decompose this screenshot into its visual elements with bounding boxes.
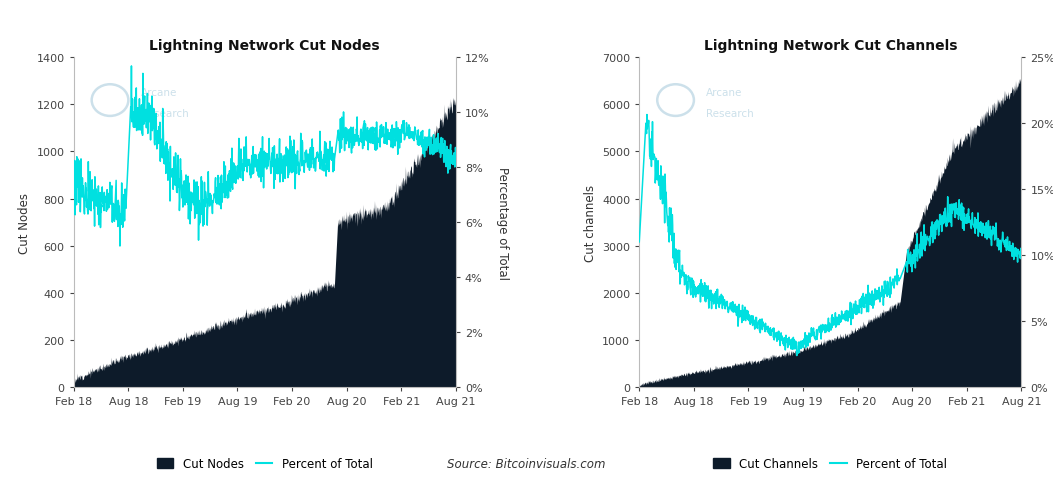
Text: Research: Research: [141, 109, 188, 119]
Text: Research: Research: [707, 109, 754, 119]
Y-axis label: Percentage of Total: Percentage of Total: [496, 166, 509, 279]
Title: Lightning Network Cut Nodes: Lightning Network Cut Nodes: [150, 39, 380, 53]
Text: Arcane: Arcane: [707, 88, 742, 98]
Legend: Cut Channels, Percent of Total: Cut Channels, Percent of Total: [709, 453, 952, 475]
Y-axis label: Cut channels: Cut channels: [583, 184, 597, 261]
Text: Source: Bitcoinvisuals.com: Source: Bitcoinvisuals.com: [448, 457, 605, 470]
Title: Lightning Network Cut Channels: Lightning Network Cut Channels: [703, 39, 957, 53]
Legend: Cut Nodes, Percent of Total: Cut Nodes, Percent of Total: [153, 453, 377, 475]
Y-axis label: Cut Nodes: Cut Nodes: [18, 192, 31, 253]
Text: Arcane: Arcane: [141, 88, 177, 98]
